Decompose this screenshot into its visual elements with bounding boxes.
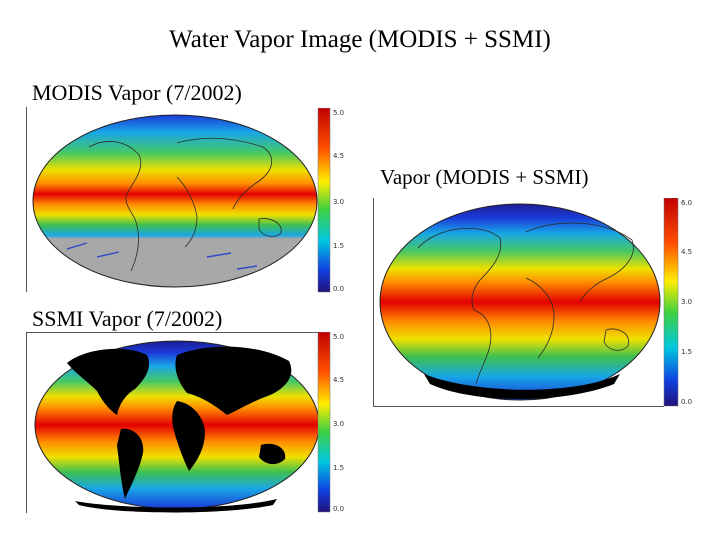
- modis-coastlines: [88, 137, 282, 272]
- ssmi-caption: SSMI Vapor (7/2002): [32, 306, 223, 331]
- ssmi-colorbar: 5.0 4.5 3.0 1.5 0.0: [316, 332, 346, 514]
- combined-colorbar-tick: 0.0: [681, 398, 692, 406]
- combined-colorbar: 6.0 4.5 3.0 1.5 0.0: [662, 198, 696, 408]
- modis-colorbar-tick: 0.0: [333, 285, 344, 293]
- ssmi-colorbar-tick: 4.5: [333, 376, 344, 384]
- combined-vapor-map: [373, 198, 664, 407]
- page-title: Water Vapor Image (MODIS + SSMI): [169, 26, 551, 53]
- modis-colorbar: 5.0 4.5 3.0 1.5 0.0: [316, 108, 346, 294]
- combined-coastlines: [417, 222, 634, 385]
- combined-colorbar-tick: 1.5: [681, 348, 692, 356]
- modis-colorbar-tick: 4.5: [333, 152, 344, 160]
- ssmi-colorbar-tick: 0.0: [333, 505, 344, 513]
- modis-colorbar-tick: 3.0: [333, 198, 344, 206]
- modis-colorbar-tick: 1.5: [333, 242, 344, 250]
- modis-colorbar-tick: 5.0: [333, 109, 344, 117]
- ssmi-colorbar-tick: 3.0: [333, 420, 344, 428]
- ssmi-land-mask: [67, 346, 292, 513]
- combined-colorbar-tick: 4.5: [681, 248, 692, 256]
- modis-caption: MODIS Vapor (7/2002): [32, 80, 242, 105]
- combined-colorbar-tick: 3.0: [681, 298, 692, 306]
- ssmi-colorbar-tick: 1.5: [333, 464, 344, 472]
- combined-caption: Vapor (MODIS + SSMI): [380, 165, 589, 189]
- modis-vapor-map: [26, 107, 321, 292]
- ssmi-colorbar-tick: 5.0: [333, 333, 344, 341]
- combined-colorbar-tick: 6.0: [681, 199, 692, 207]
- ssmi-vapor-map: [26, 332, 321, 513]
